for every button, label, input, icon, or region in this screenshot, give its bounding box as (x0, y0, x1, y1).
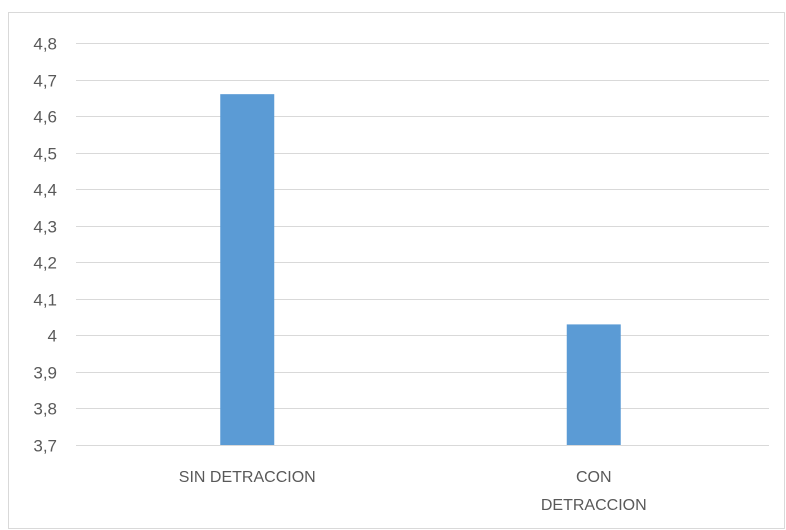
bar (566, 324, 621, 445)
bar (220, 94, 275, 445)
y-tick-label: 4,2 (33, 254, 57, 273)
y-tick-label: 3,7 (33, 437, 57, 456)
x-axis-category-labels: SIN DETRACCION CON DETRACCION (179, 469, 647, 514)
y-tick-label: 4,5 (33, 145, 57, 164)
x-category-label: DETRACCION (541, 497, 647, 514)
bars (220, 94, 621, 445)
chart-frame (8, 12, 785, 529)
y-tick-label: 4,7 (33, 72, 57, 91)
y-tick-label: 3,9 (33, 364, 57, 383)
y-tick-label: 3,8 (33, 400, 57, 419)
x-category-label: CON (576, 469, 612, 486)
x-category-label: SIN DETRACCION (179, 469, 316, 486)
y-tick-label: 4,8 (33, 35, 57, 54)
y-tick-label: 4,3 (33, 218, 57, 237)
y-axis-tick-labels: 3,7 3,8 3,9 4 4,1 4,2 4,3 4,4 4,5 4,6 4,7 4,8 (33, 35, 57, 456)
y-tick-label: 4,4 (33, 181, 57, 200)
gridlines (76, 43, 769, 446)
y-tick-label: 4 (48, 327, 57, 346)
y-tick-label: 4,6 (33, 108, 57, 127)
y-tick-label: 4,1 (33, 291, 57, 310)
